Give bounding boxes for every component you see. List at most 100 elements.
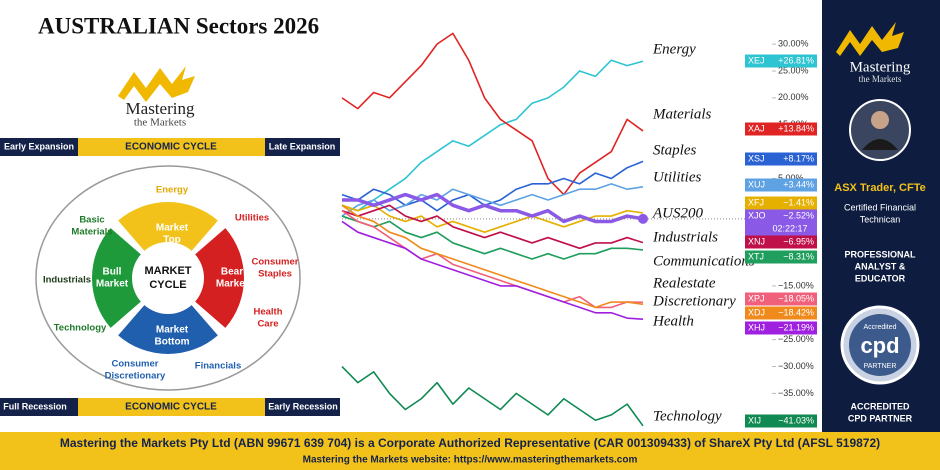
logo-tagline: the Markets (134, 117, 186, 129)
series-code: XIJ (748, 415, 761, 425)
profile-logo-tagline: the Markets (859, 74, 902, 84)
profile-photo-face (871, 111, 889, 129)
value-box (745, 152, 817, 166)
series-name: Staples (653, 142, 696, 158)
y-tick-label: 25.00% (778, 65, 809, 75)
y-tick-label: 20.00% (778, 92, 809, 102)
sector-label: Industrials (43, 275, 91, 286)
series-line (341, 32, 644, 196)
series-name: Energy (652, 41, 696, 57)
series-value-label: −41.03% (778, 415, 814, 425)
sector-label: Discretionary (105, 371, 166, 382)
series-code: XPJ (748, 293, 765, 303)
series-value-label: +3.44% (783, 179, 814, 189)
series-line (342, 192, 644, 224)
series-value-label: −1.41% (783, 197, 814, 207)
phase-label: Market (156, 325, 189, 336)
y-tick-label: 30.00% (778, 38, 809, 48)
sector-label: Basic (79, 215, 104, 226)
phase-segment (195, 228, 244, 328)
value-box (745, 321, 817, 335)
value-box (745, 209, 817, 236)
series-name: Realestate (652, 275, 716, 291)
sector-label: Consumer (252, 257, 299, 268)
wheel-center (136, 246, 200, 310)
banner-label: Full Recession (3, 401, 67, 411)
footer (0, 432, 940, 470)
y-tick-label: 5.00% (778, 173, 804, 183)
value-box (745, 178, 817, 192)
sector-label: Health (253, 307, 282, 318)
sector-label: Technology (54, 323, 107, 334)
phase-label: Bull (103, 267, 122, 278)
profile-title: EDUCATOR (855, 273, 906, 283)
phase-segment (92, 228, 141, 328)
cpd-badge-inner (849, 314, 911, 376)
series-code: XUJ (748, 179, 765, 189)
profile-photo-body (862, 139, 898, 150)
y-tick-label: −25.00% (778, 334, 814, 344)
series-name: AUS200 (652, 205, 703, 221)
wheel-center-label: MARKET (144, 265, 191, 277)
title: AUSTRALIAN Sectors 2026 (38, 13, 319, 38)
profile-credential: Technican (860, 214, 901, 224)
value-box (745, 414, 817, 428)
footer-website: Mastering the Markets website: https://w… (303, 455, 638, 466)
logo-name: Mastering (126, 99, 195, 118)
series-code: XFJ (748, 197, 764, 207)
sector-label: Utilities (235, 213, 269, 224)
phase-label: Bear (221, 267, 243, 278)
series-code: XHJ (748, 322, 765, 332)
banner-label: Early Expansion (4, 141, 74, 151)
series-line (341, 210, 644, 309)
profile-title: ANALYST & (855, 261, 906, 271)
series-value-label: +8.17% (783, 153, 814, 163)
series-name: Utilities (653, 169, 701, 185)
value-box (745, 235, 817, 249)
phase-label: Top (163, 235, 181, 246)
value-box (745, 250, 817, 264)
cycle-ring (35, 165, 301, 391)
accreditation: CPD PARTNER (848, 413, 913, 423)
profile-logo-mark (836, 22, 904, 56)
value-box (745, 306, 817, 320)
profile-role: ASX Trader, CFTe (834, 182, 926, 194)
series-name: Health (652, 313, 694, 329)
series-line (341, 215, 644, 260)
series-time: 02:22:17 (772, 223, 807, 233)
profile-title: PROFESSIONAL (844, 249, 916, 259)
banner-label: ECONOMIC CYCLE (125, 402, 217, 413)
sector-label: Energy (156, 185, 189, 196)
series-value-label: −6.95% (783, 236, 814, 246)
series-line (341, 365, 644, 427)
series-code: XTJ (748, 251, 764, 261)
series-value-label: +26.81% (778, 55, 814, 65)
series-code: XAJ (748, 123, 765, 133)
series-line (341, 204, 644, 250)
phase-label: Market (96, 279, 129, 290)
cpd-bottom: PARTNER (864, 363, 897, 370)
phase-segment (118, 202, 218, 251)
series-line (341, 204, 644, 309)
series-name: Industrials (652, 229, 718, 245)
banner (0, 398, 340, 416)
sector-label: Financials (195, 361, 241, 372)
sector-label: Consumer (112, 359, 159, 370)
banner-label: ECONOMIC CYCLE (125, 142, 217, 153)
series-name: Technology (653, 408, 722, 424)
wheel-center-label: CYCLE (149, 279, 186, 291)
series-line (341, 204, 644, 233)
series-value-label: −8.31% (783, 251, 814, 261)
cpd-top: Accredited (863, 324, 896, 331)
series-line (341, 59, 644, 212)
series-value-label: −18.42% (778, 307, 814, 317)
value-box (745, 54, 817, 68)
profile-logo-name: Mastering (850, 59, 911, 75)
series-code: XEJ (748, 55, 765, 65)
series-line (341, 220, 644, 320)
series-code: XSJ (748, 153, 765, 163)
sector-label: Care (257, 319, 278, 330)
series-code: XDJ (748, 307, 765, 317)
series-name: Discretionary (652, 293, 736, 309)
